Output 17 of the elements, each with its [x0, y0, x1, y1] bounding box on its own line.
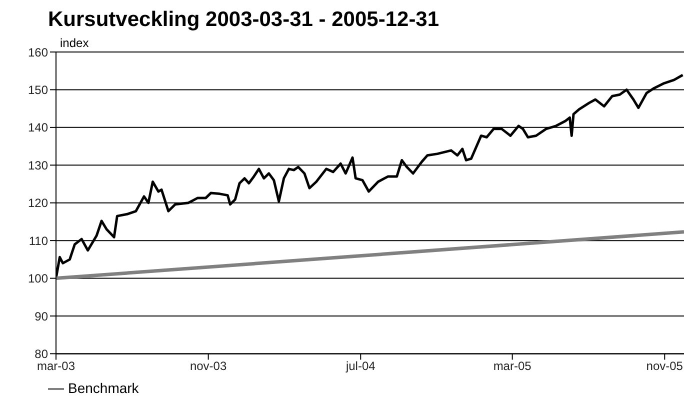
y-tick-label: 150 — [28, 82, 48, 97]
x-tick-label: mar-05 — [493, 359, 532, 374]
chart-title: Kursutveckling 2003-03-31 - 2005-12-31 — [48, 8, 440, 32]
x-tick-label: mar-03 — [36, 359, 76, 374]
y-tick-label: 130 — [28, 158, 48, 172]
y-tick-label: 100 — [28, 272, 48, 286]
y-tick-label: 140 — [28, 120, 48, 135]
x-tick-label: nov-05 — [646, 359, 684, 374]
y-tick-label: 120 — [28, 196, 48, 210]
y-axis-title: index — [60, 36, 89, 50]
y-tick-label: 160 — [28, 45, 48, 60]
x-tick-label: jul-04 — [344, 359, 376, 374]
y-tick-label: 80 — [34, 346, 48, 361]
y-tick-label: 110 — [28, 234, 48, 248]
x-tick-label: nov-03 — [190, 359, 227, 374]
legend-label: Benchmark — [68, 380, 139, 396]
y-tick-label: 90 — [34, 309, 48, 324]
